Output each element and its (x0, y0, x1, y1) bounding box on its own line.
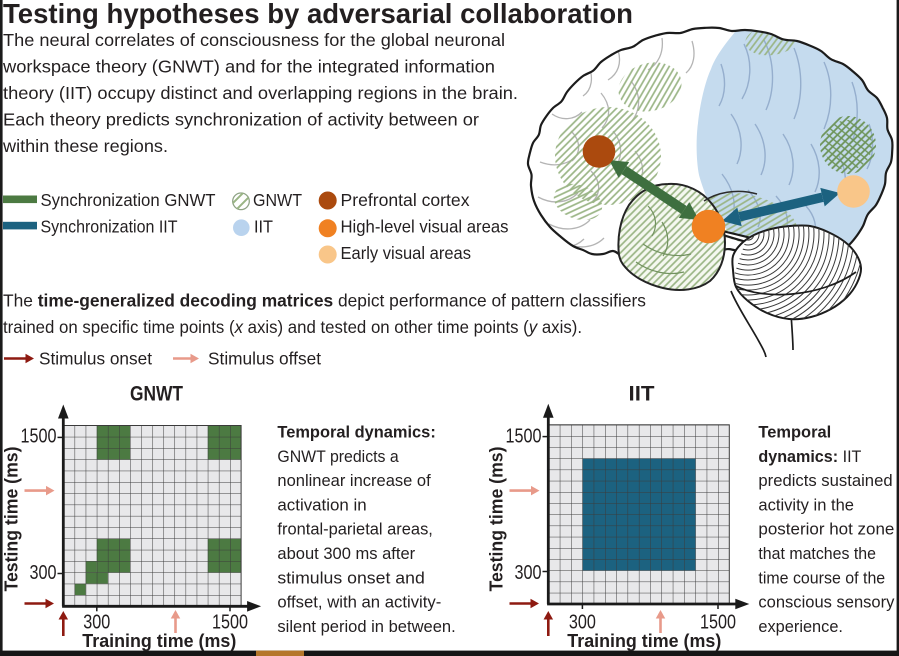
svg-text:The neural correlates of consc: The neural correlates of consciousness f… (3, 30, 505, 50)
svg-text:GNWT predicts a: GNWT predicts a (277, 448, 399, 466)
svg-text:The time-generalized decoding: The time-generalized decoding matrices d… (3, 291, 646, 311)
svg-text:within these regions.: within these regions. (2, 136, 168, 156)
svg-text:Temporal: Temporal (758, 424, 831, 442)
svg-text:dynamics: IIT: dynamics: IIT (758, 448, 861, 466)
svg-text:1500: 1500 (506, 426, 542, 448)
svg-text:300: 300 (515, 562, 542, 584)
svg-text:about 300 ms after: about 300 ms after (277, 545, 415, 563)
svg-text:stimulus onset and: stimulus onset and (277, 569, 424, 587)
svg-text:frontal-parietal areas,: frontal-parietal areas, (277, 521, 433, 539)
svg-text:1500: 1500 (212, 612, 248, 634)
svg-text:1500: 1500 (21, 426, 57, 448)
svg-text:300: 300 (30, 562, 57, 584)
svg-text:workspace theory (GNWT) and fo: workspace theory (GNWT) and for the inte… (2, 56, 495, 76)
svg-text:time course of the: time course of the (758, 569, 885, 587)
svg-text:Early visual areas: Early visual areas (341, 243, 472, 263)
svg-text:300: 300 (569, 612, 596, 634)
svg-text:Stimulus offset: Stimulus offset (208, 349, 321, 369)
svg-text:offset, with an activity-: offset, with an activity- (277, 594, 441, 612)
svg-text:nonlinear increase of: nonlinear increase of (277, 472, 431, 490)
svg-text:High-level visual areas: High-level visual areas (341, 216, 509, 236)
svg-text:IIT: IIT (629, 383, 655, 406)
svg-text:experience.: experience. (758, 618, 843, 636)
svg-text:GNWT: GNWT (253, 190, 302, 210)
svg-text:predicts sustained: predicts sustained (758, 472, 892, 490)
svg-text:that matches the: that matches the (758, 545, 876, 563)
svg-text:Testing time (ms): Testing time (ms) (1, 447, 22, 592)
svg-text:Training time (ms): Training time (ms) (567, 630, 721, 651)
svg-text:Testing hypotheses by adversar: Testing hypotheses by adversarial collab… (3, 0, 633, 29)
svg-text:Training time (ms): Training time (ms) (82, 630, 236, 651)
svg-text:conscious sensory: conscious sensory (758, 594, 895, 612)
svg-text:1500: 1500 (700, 612, 736, 634)
svg-text:Temporal dynamics:: Temporal dynamics: (277, 424, 435, 442)
svg-text:Synchronization IIT: Synchronization IIT (41, 216, 178, 236)
svg-text:Prefrontal cortex: Prefrontal cortex (341, 190, 470, 210)
svg-text:activation in: activation in (277, 496, 366, 514)
svg-text:activity in the: activity in the (758, 496, 854, 514)
svg-text:GNWT: GNWT (130, 383, 183, 406)
svg-text:Testing time (ms): Testing time (ms) (486, 447, 507, 592)
svg-text:IIT: IIT (254, 216, 273, 236)
svg-text:Synchronization GNWT: Synchronization GNWT (41, 190, 216, 210)
svg-text:Stimulus onset: Stimulus onset (39, 349, 152, 369)
svg-text:Each theory predicts synchroni: Each theory predicts synchronization of … (3, 109, 479, 129)
svg-text:posterior hot zone: posterior hot zone (758, 521, 894, 539)
svg-text:300: 300 (83, 612, 110, 634)
svg-text:trained on specific time point: trained on specific time points (x axis)… (3, 317, 582, 337)
svg-text:silent period in between.: silent period in between. (277, 618, 455, 636)
svg-text:theory (IIT) occupy distinct a: theory (IIT) occupy distinct and overlap… (3, 83, 518, 103)
